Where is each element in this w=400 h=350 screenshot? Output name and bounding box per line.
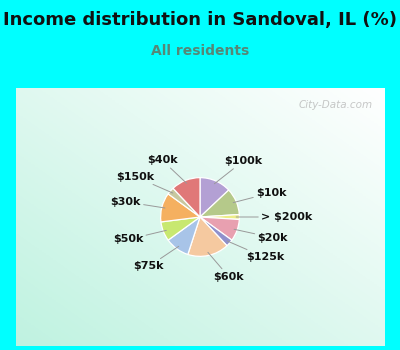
Wedge shape	[200, 178, 229, 217]
Wedge shape	[200, 215, 239, 219]
Text: City-Data.com: City-Data.com	[299, 100, 373, 111]
Text: > $200k: > $200k	[236, 212, 312, 222]
Text: $30k: $30k	[110, 197, 165, 208]
Text: All residents: All residents	[151, 44, 249, 58]
Wedge shape	[188, 217, 227, 256]
Text: $60k: $60k	[208, 252, 244, 281]
Text: $20k: $20k	[234, 229, 288, 243]
Text: $50k: $50k	[113, 230, 166, 244]
Text: $75k: $75k	[134, 246, 179, 271]
Text: $40k: $40k	[147, 155, 187, 183]
Wedge shape	[200, 217, 239, 240]
Wedge shape	[168, 217, 200, 254]
Text: $150k: $150k	[116, 172, 173, 193]
Text: $10k: $10k	[233, 188, 286, 203]
Wedge shape	[173, 178, 200, 217]
Wedge shape	[161, 194, 200, 222]
Text: $125k: $125k	[227, 241, 284, 262]
Wedge shape	[161, 217, 200, 240]
Wedge shape	[200, 217, 232, 246]
Text: $100k: $100k	[214, 156, 262, 184]
Wedge shape	[200, 190, 239, 217]
Text: Income distribution in Sandoval, IL (%): Income distribution in Sandoval, IL (%)	[3, 10, 397, 28]
Wedge shape	[168, 188, 200, 217]
